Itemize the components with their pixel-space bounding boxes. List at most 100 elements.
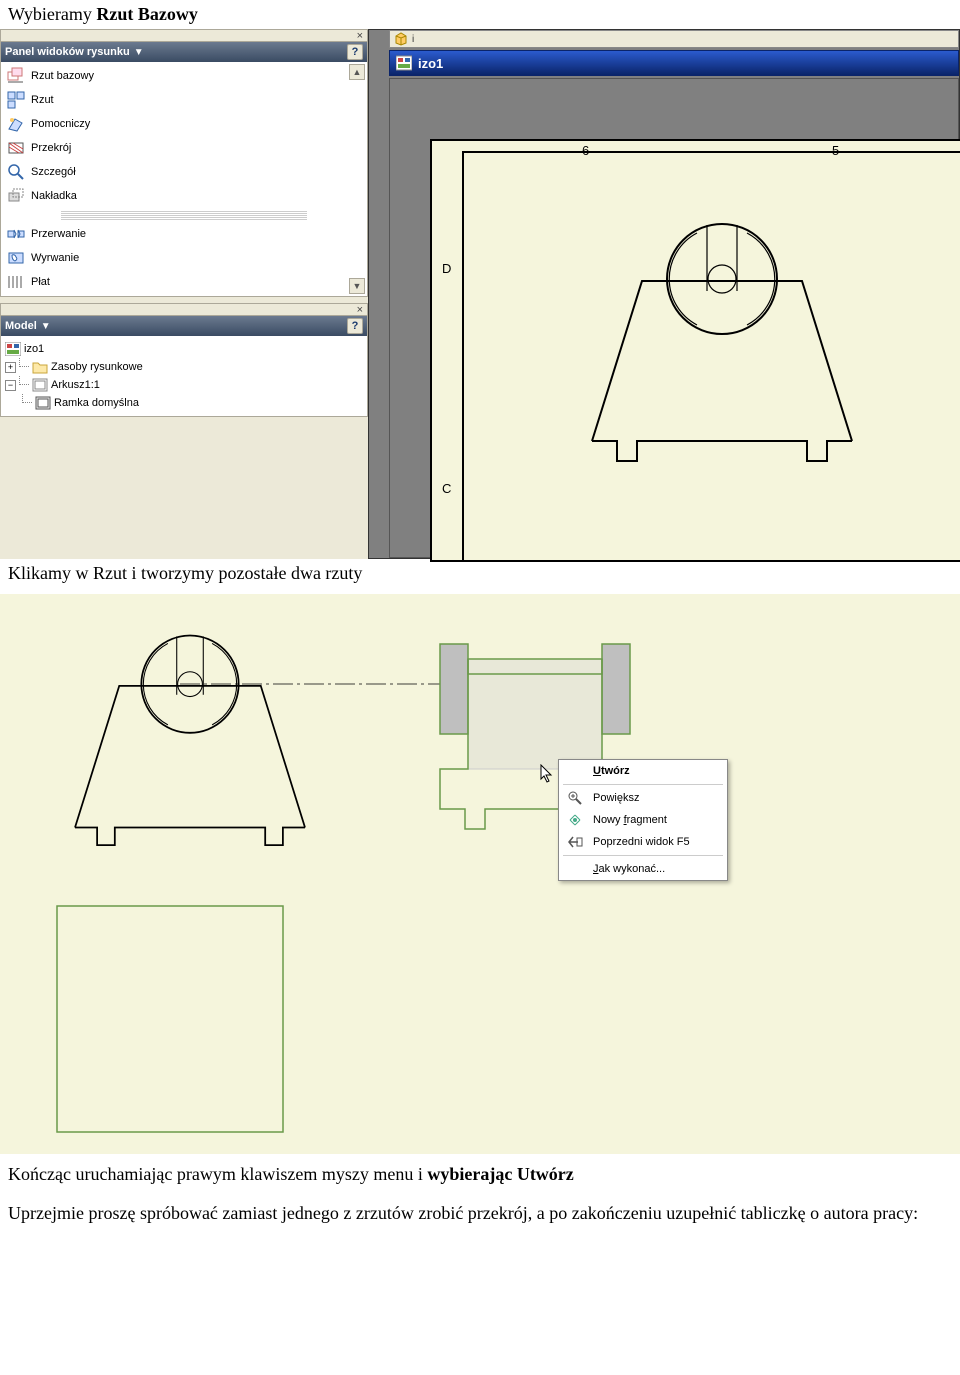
item-przekroj[interactable]: Przekrój (1, 136, 367, 160)
item-pomocniczy-label: Pomocniczy (31, 118, 90, 130)
panel2-close-row: × (0, 303, 368, 315)
item-pomocniczy[interactable]: Pomocniczy (1, 112, 367, 136)
tree-root-label: izo1 (24, 343, 44, 355)
sheet-icon (32, 378, 48, 392)
row-label-d: D (442, 261, 451, 276)
mdi-titlebar[interactable]: izo1 (389, 50, 959, 76)
item-wyrwanie-label: Wyrwanie (31, 252, 79, 264)
context-menu: Utwórz Powiększ Nowy fragment Poprzedni … (558, 759, 728, 881)
col-label-5: 5 (832, 143, 839, 158)
doc-line-4: Uprzejmie proszę spróbować zamiast jedne… (0, 1189, 960, 1228)
item-nakladka-label: Nakładka (31, 190, 77, 202)
doc-line-1-prefix: Wybieramy (8, 4, 96, 24)
ctx-poprzedni-label: Poprzedni widok F5 (593, 836, 690, 848)
tree-ramka-label: Ramka domyślna (54, 397, 139, 409)
col-label-6: 6 (582, 143, 589, 158)
panel1-help-icon[interactable]: ? (347, 44, 363, 60)
ctx-utworz-label: Utwórz (593, 765, 630, 777)
doc-line-3-bold: wybierając Utwórz (427, 1164, 573, 1184)
ctx-sep-1 (563, 784, 723, 785)
item-przerwanie[interactable]: Przerwanie (1, 222, 367, 246)
item-plat[interactable]: Płat (1, 270, 367, 294)
cursor-icon (540, 764, 554, 784)
base-view-icon (7, 67, 25, 85)
ctx-sep-2 (563, 855, 723, 856)
folder-icon (32, 360, 48, 374)
item-rzut[interactable]: Rzut (1, 88, 367, 112)
model-panel: Model ▼ ? izo1 + Zasoby rysunkowe − (0, 315, 368, 417)
drawing-area: i izo1 6 5 D C (368, 29, 960, 559)
cube-yellow-icon (394, 32, 408, 46)
drawing-paper[interactable]: 6 5 D C (430, 139, 960, 562)
panel2-help-icon[interactable]: ? (347, 318, 363, 334)
doc-line-1: Wybieramy Rzut Bazowy (0, 0, 960, 29)
left-panels: × Panel widoków rysunku ▼ ? ▲ Rzut bazow… (0, 29, 368, 559)
item-rzut-bazowy[interactable]: Rzut bazowy (1, 64, 367, 88)
screenshot-1: × Panel widoków rysunku ▼ ? ▲ Rzut bazow… (0, 29, 960, 559)
ctx-nowy-fragment-label: Nowy fragment (593, 814, 667, 826)
border-icon (35, 396, 51, 410)
row-label-c: C (442, 481, 451, 496)
break-view-icon (7, 225, 25, 243)
drawing-doc-icon (5, 342, 21, 356)
tree-line-2 (19, 376, 29, 385)
drawing-doc-icon-2 (396, 55, 412, 71)
tree-line-3 (22, 394, 32, 403)
ctx-utworz[interactable]: Utwórz (559, 760, 727, 782)
tree-arkusz[interactable]: − Arkusz1:1 (5, 376, 363, 394)
doc-line-3: Kończąc uruchamiając prawym klawiszem my… (0, 1154, 960, 1189)
ctx-jak-wykonac-label: Jak wykonać... (593, 863, 665, 875)
item-przekroj-label: Przekrój (31, 142, 71, 154)
item-nakladka[interactable]: Nakładka (1, 184, 367, 208)
model-tree: izo1 + Zasoby rysunkowe − Arkusz1:1 (1, 336, 367, 416)
mdi-inner: 6 5 D C (389, 78, 959, 558)
item-szczegol-label: Szczegół (31, 166, 76, 178)
mdi-bar-partial: i (412, 34, 414, 45)
prev-view-icon (565, 834, 585, 850)
panel2-close-icon[interactable]: × (357, 304, 367, 316)
item-rzut-label: Rzut (31, 94, 54, 106)
tree-expand-2[interactable]: − (5, 380, 16, 391)
panel1-divider (61, 210, 307, 220)
ctx-jak-wykonac[interactable]: Jak wykonać... (559, 858, 727, 880)
slice-view-icon (7, 273, 25, 291)
mdi-title-text: izo1 (418, 56, 443, 71)
tree-expand-1[interactable]: + (5, 362, 16, 373)
panel1-title: Panel widoków rysunku (5, 46, 130, 58)
panel2-title: Model (5, 320, 37, 332)
ctx-poprzedni[interactable]: Poprzedni widok F5 (559, 831, 727, 853)
part-front-view (572, 211, 872, 471)
ctx-powieksz[interactable]: Powiększ (559, 787, 727, 809)
mdi-window-min: i (389, 30, 959, 48)
panel1-scroll-up[interactable]: ▲ (349, 64, 365, 80)
tree-root[interactable]: izo1 (5, 340, 363, 358)
projected-view-icon (7, 91, 25, 109)
section-view-icon (7, 139, 25, 157)
panel1-body: ▲ Rzut bazowy Rzut Pomocniczy Przekrój (1, 62, 367, 296)
screenshot-2: Utwórz Powiększ Nowy fragment Poprzedni … (0, 594, 960, 1154)
doc-line-1-bold: Rzut Bazowy (96, 4, 198, 24)
zoom-icon (565, 790, 585, 806)
ctx-powieksz-label: Powiększ (593, 792, 639, 804)
overlay-view-icon (7, 187, 25, 205)
panel1-dropdown-icon[interactable]: ▼ (134, 47, 144, 58)
tree-arkusz-label: Arkusz1:1 (51, 379, 100, 391)
aux-view-icon (7, 115, 25, 133)
item-przerwanie-label: Przerwanie (31, 228, 86, 240)
item-wyrwanie[interactable]: Wyrwanie (1, 246, 367, 270)
item-szczegol[interactable]: Szczegół (1, 160, 367, 184)
doc-line-3-prefix: Kończąc uruchamiając prawym klawiszem my… (8, 1164, 427, 1184)
tree-line-1 (19, 358, 29, 367)
tree-zasoby[interactable]: + Zasoby rysunkowe (5, 358, 363, 376)
item-rzut-bazowy-label: Rzut bazowy (31, 70, 94, 82)
doc-line-2: Klikamy w Rzut i tworzymy pozostałe dwa … (0, 559, 960, 588)
ctx-nowy-fragment[interactable]: Nowy fragment (559, 809, 727, 831)
panel2-titlebar[interactable]: Model ▼ ? (1, 316, 367, 336)
panel1-titlebar[interactable]: Panel widoków rysunku ▼ ? (1, 42, 367, 62)
panel1-close-icon[interactable]: × (357, 30, 367, 42)
tree-zasoby-label: Zasoby rysunkowe (51, 361, 143, 373)
drawing-views-panel: Panel widoków rysunku ▼ ? ▲ Rzut bazowy … (0, 41, 368, 297)
panel1-scroll-down[interactable]: ▼ (349, 278, 365, 294)
tree-ramka[interactable]: Ramka domyślna (5, 394, 363, 412)
panel2-dropdown-icon[interactable]: ▼ (41, 321, 51, 332)
